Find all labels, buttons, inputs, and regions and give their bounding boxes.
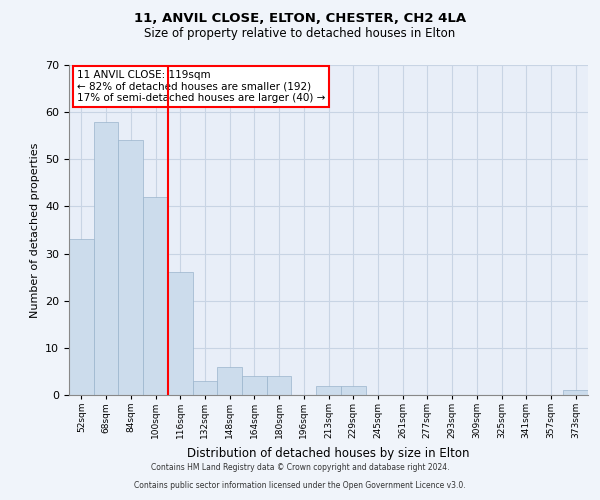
Bar — [168, 272, 193, 395]
Bar — [563, 390, 588, 395]
Bar — [267, 376, 292, 395]
Text: Contains HM Land Registry data © Crown copyright and database right 2024.: Contains HM Land Registry data © Crown c… — [151, 464, 449, 472]
Bar — [316, 386, 341, 395]
Bar — [143, 197, 168, 395]
Bar — [193, 381, 217, 395]
Bar — [94, 122, 118, 395]
Text: 11, ANVIL CLOSE, ELTON, CHESTER, CH2 4LA: 11, ANVIL CLOSE, ELTON, CHESTER, CH2 4LA — [134, 12, 466, 26]
Bar — [341, 386, 365, 395]
Text: Contains public sector information licensed under the Open Government Licence v3: Contains public sector information licen… — [134, 481, 466, 490]
Text: 11 ANVIL CLOSE: 119sqm
← 82% of detached houses are smaller (192)
17% of semi-de: 11 ANVIL CLOSE: 119sqm ← 82% of detached… — [77, 70, 325, 103]
Bar — [217, 366, 242, 395]
Text: Size of property relative to detached houses in Elton: Size of property relative to detached ho… — [145, 28, 455, 40]
Bar — [118, 140, 143, 395]
Bar — [69, 240, 94, 395]
Bar — [242, 376, 267, 395]
Y-axis label: Number of detached properties: Number of detached properties — [29, 142, 40, 318]
X-axis label: Distribution of detached houses by size in Elton: Distribution of detached houses by size … — [187, 446, 470, 460]
